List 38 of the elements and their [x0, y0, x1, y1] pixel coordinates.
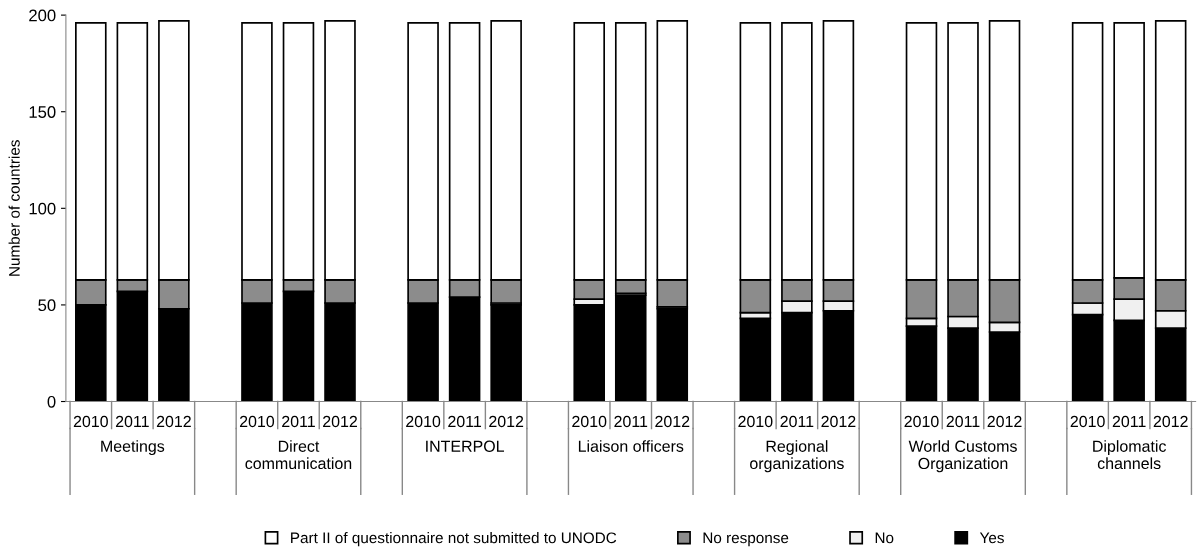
- x-tick-label: 2012: [987, 415, 1022, 428]
- x-tick-label: 2012: [655, 415, 690, 428]
- text: Regional organizations: [750, 440, 844, 473]
- legend-label: Yes: [979, 532, 1004, 544]
- x-tick-label: 2012: [821, 415, 856, 428]
- legend-label: No: [875, 532, 894, 544]
- x-tick-label: 2010: [738, 415, 773, 428]
- text: Meetings: [101, 440, 165, 456]
- y-tick-label: 150: [29, 106, 56, 118]
- x-tick-label: 2012: [156, 415, 191, 428]
- x-tick-label: 2011: [614, 415, 648, 428]
- y-tick-label: 200: [29, 9, 56, 22]
- x-tick-label: 2011: [946, 415, 980, 428]
- x-tick-label: 2012: [489, 415, 524, 428]
- x-tick-label: 2010: [406, 415, 441, 428]
- y-tick-label: 100: [29, 202, 56, 215]
- y-tick-label: 0: [47, 395, 56, 408]
- y-tick-label: 50: [38, 299, 56, 312]
- text: Direct communication: [245, 440, 352, 470]
- x-tick-label: 2010: [1070, 415, 1105, 428]
- text: INTERPOL: [426, 440, 505, 452]
- x-tick-label: 2011: [780, 415, 814, 428]
- y-axis-title: Number of countries: [8, 140, 20, 276]
- x-tick-label: 2010: [904, 415, 939, 428]
- x-tick-label: 2011: [115, 415, 149, 428]
- x-tick-label: 2012: [323, 415, 357, 428]
- text: Diplomatic channels: [1093, 440, 1167, 470]
- legend-label: No response: [703, 532, 789, 547]
- x-tick-label: 2010: [572, 415, 607, 428]
- x-tick-label: 2010: [239, 415, 275, 428]
- text: Liaison officers: [578, 440, 684, 452]
- x-tick-label: 2011: [448, 415, 482, 428]
- text: World Customs Organization: [908, 440, 1017, 473]
- x-tick-label: 2011: [282, 415, 315, 428]
- x-tick-label: 2012: [1153, 415, 1188, 428]
- x-tick-label: 2011: [1112, 415, 1146, 428]
- legend-label: Part II of questionnaire not submitted to UNODC: [291, 532, 617, 547]
- x-tick-label: 2010: [73, 415, 108, 428]
